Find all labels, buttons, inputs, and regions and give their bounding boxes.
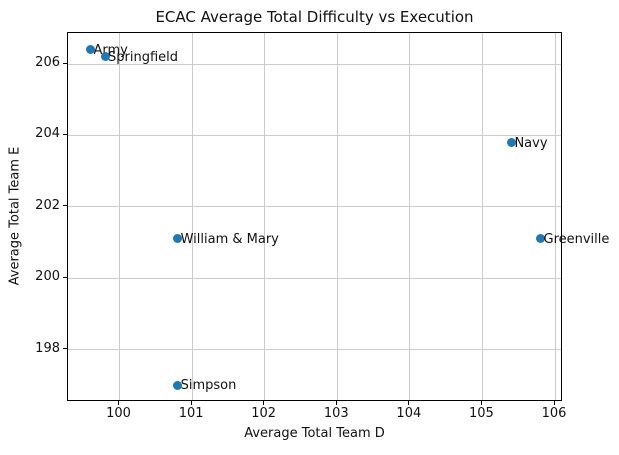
y-gridline — [68, 349, 561, 351]
x-gridline — [191, 33, 193, 400]
x-tick-label: 103 — [323, 406, 349, 421]
y-tick-mark — [63, 62, 67, 64]
x-gridline — [336, 33, 338, 400]
point-label: Greenville — [543, 231, 610, 247]
x-gridline — [481, 33, 483, 400]
y-tick-label: 204 — [35, 126, 60, 142]
y-axis-label: Average Total Team E — [7, 146, 23, 286]
y-tick-label: 202 — [35, 197, 60, 213]
x-tick-mark — [190, 401, 192, 405]
x-tick-label: 102 — [251, 406, 277, 421]
y-gridline — [68, 63, 561, 65]
point-label: William & Mary — [180, 231, 279, 247]
data-point — [173, 234, 183, 244]
y-gridline — [68, 134, 561, 136]
y-tick-label: 198 — [35, 340, 60, 356]
x-tick-mark — [118, 401, 120, 405]
y-tick-mark — [63, 205, 67, 207]
x-tick-mark — [263, 401, 265, 405]
point-label: Simpson — [180, 378, 237, 394]
x-tick-mark — [480, 401, 482, 405]
x-tick-mark — [553, 401, 555, 405]
plot-area: Army Springfield Navy William & Mary Greenvi… — [67, 32, 609, 401]
x-tick-label: 106 — [541, 406, 567, 421]
data-point — [86, 45, 95, 55]
x-tick-label: 101 — [178, 406, 204, 421]
x-tick-label: 100 — [106, 406, 131, 421]
x-gridline — [409, 33, 411, 400]
y-tick-label: 200 — [35, 269, 60, 285]
x-gridline — [119, 33, 121, 400]
point-label: Springfield — [108, 49, 179, 65]
y-tick-mark — [63, 348, 67, 350]
chart-title: ECAC Average Total Difficulty vs Executi… — [155, 8, 474, 26]
x-axis-label: Average Total Team D — [244, 426, 385, 441]
y-tick-mark — [63, 276, 67, 278]
data-point — [173, 380, 183, 390]
x-tick-label: 105 — [469, 406, 494, 421]
y-gridline — [68, 277, 561, 279]
x-gridline — [264, 33, 266, 400]
y-tick-label: 206 — [35, 55, 60, 71]
data-point — [506, 138, 516, 148]
y-gridline — [68, 206, 561, 208]
x-tick-mark — [335, 401, 337, 405]
data-point — [100, 52, 110, 62]
data-point — [536, 234, 545, 244]
point-label: Navy — [514, 135, 548, 151]
x-gridline — [554, 33, 556, 400]
y-tick-mark — [63, 133, 67, 135]
x-tick-label: 104 — [396, 406, 422, 421]
x-tick-mark — [408, 401, 410, 405]
